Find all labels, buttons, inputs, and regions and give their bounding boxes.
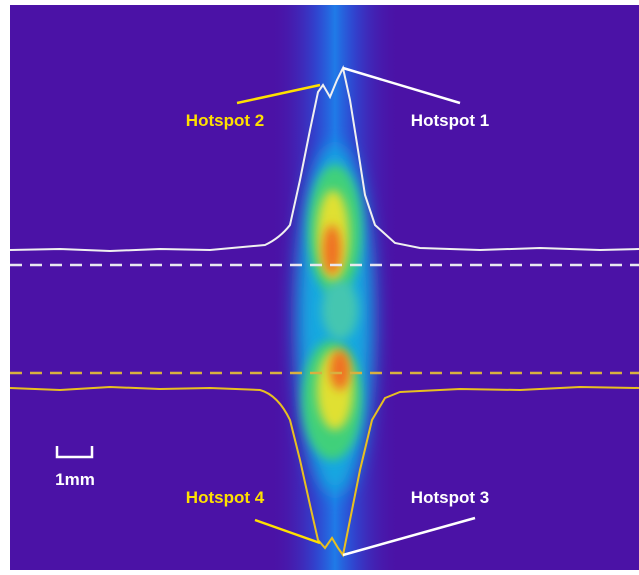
beam-hotspots bbox=[297, 145, 373, 495]
hotspot-label: Hotspot 2 bbox=[186, 111, 264, 130]
hotspot-label: Hotspot 1 bbox=[411, 111, 489, 130]
hotspot-label: Hotspot 4 bbox=[186, 488, 265, 507]
beam-image: Hotspot 2 Hotspot 1 Hotspot 4 Hotspot 3 … bbox=[0, 0, 639, 575]
scale-label: 1mm bbox=[55, 470, 95, 489]
hotspot-label: Hotspot 3 bbox=[411, 488, 489, 507]
